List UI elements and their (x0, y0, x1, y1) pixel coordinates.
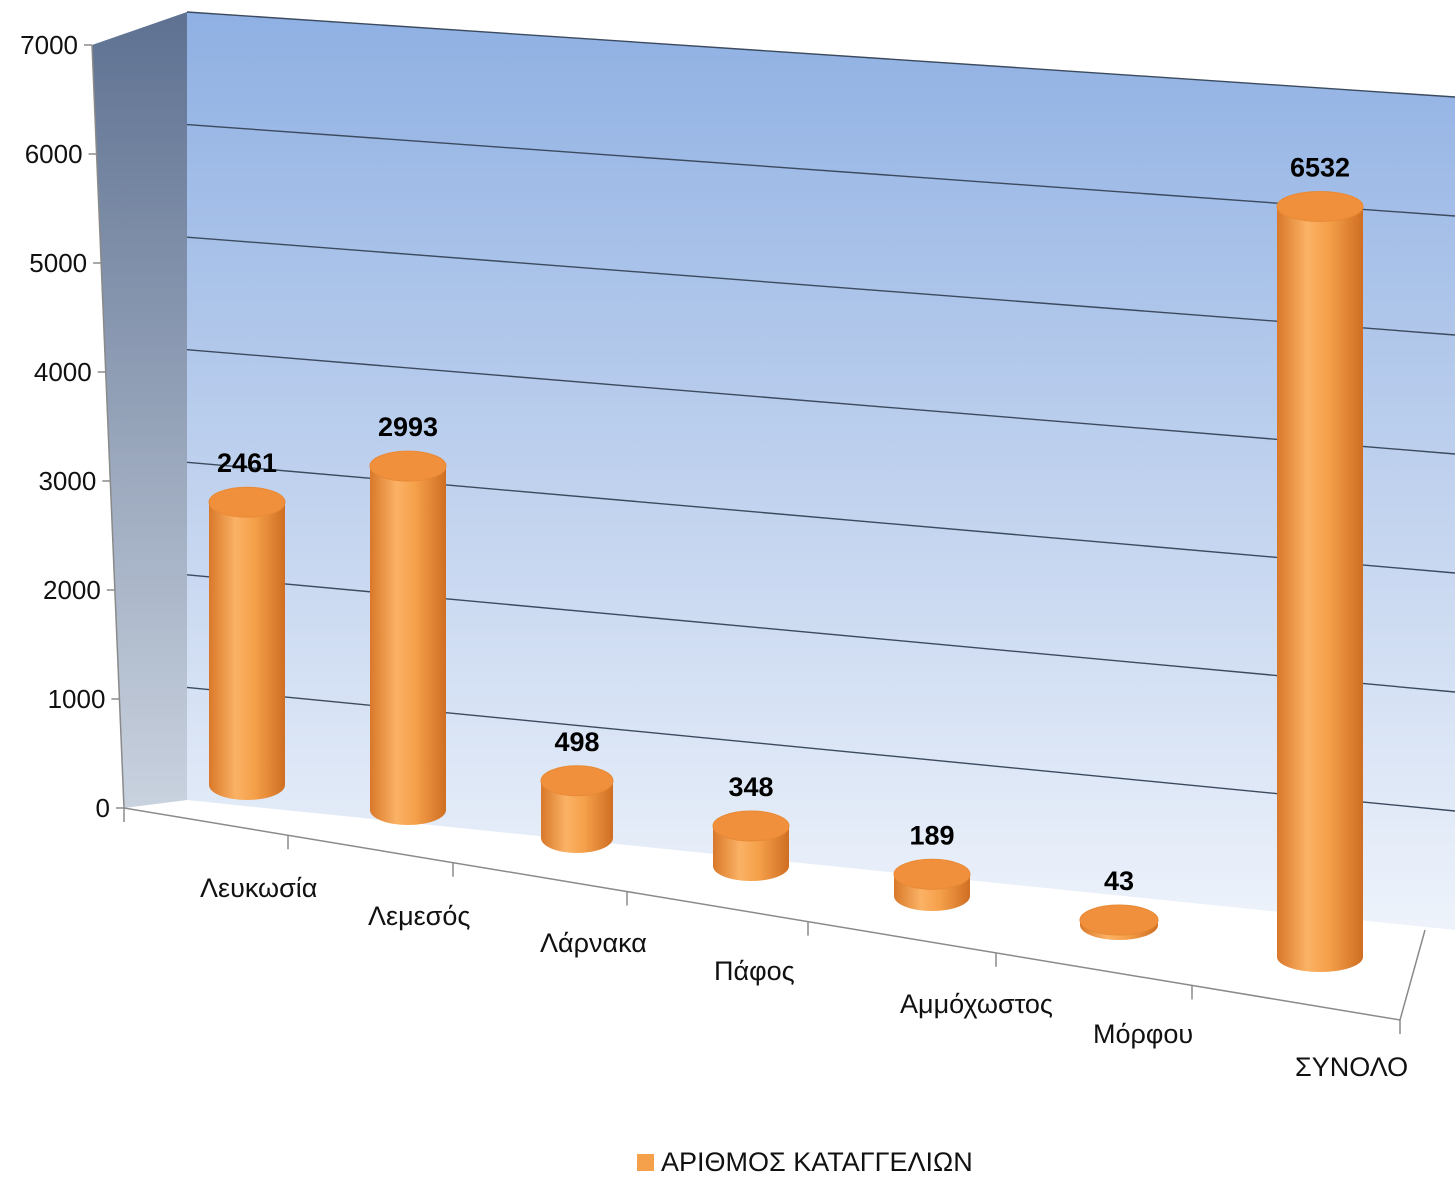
data-label: 2993 (378, 412, 438, 442)
x-axis-line (123, 807, 1401, 1021)
bar (1079, 904, 1159, 940)
gridline (186, 123, 1455, 217)
bar-body (1277, 206, 1363, 972)
data-label: 2461 (217, 448, 277, 478)
gridline (186, 11, 1455, 98)
axes (91, 44, 1426, 1034)
bar (540, 765, 614, 853)
floor-edge (1399, 929, 1426, 1021)
y-tick-label: 3000 (38, 466, 96, 496)
y-axis-ticks: 0 1000 2000 3000 4000 5000 6000 7000 (20, 30, 124, 823)
bar-body (713, 826, 789, 881)
bar-top (1079, 904, 1159, 936)
bar-body (370, 466, 446, 825)
y-tick-label: 6000 (25, 139, 83, 169)
bar (208, 486, 286, 800)
legend-swatch (637, 1154, 654, 1171)
bar-top (1276, 190, 1364, 222)
bar-top (369, 450, 447, 482)
gridline (186, 236, 1455, 336)
bar (712, 810, 790, 881)
bar (369, 450, 447, 825)
category-label: Μόρφου (1093, 1019, 1193, 1049)
y-tick-label: 7000 (20, 30, 78, 60)
data-label: 43 (1104, 866, 1134, 896)
legend-label: ΑΡΙΘΜΟΣ ΚΑΤΑΓΓΕΛΙΩΝ (661, 1147, 973, 1177)
category-label: Λάρνακα (540, 928, 647, 958)
bar-top (208, 486, 286, 518)
y-tick-label: 1000 (48, 684, 106, 714)
bars (208, 190, 1364, 972)
data-label: 348 (728, 772, 773, 802)
data-label: 189 (909, 820, 954, 850)
data-label: 498 (554, 727, 599, 757)
plot-walls (92, 12, 1455, 930)
category-label: Αμμόχωστος (900, 989, 1053, 1019)
bar (1276, 190, 1364, 972)
bar-body (541, 780, 613, 853)
y-tick-label: 5000 (29, 248, 87, 278)
y-tick-label: 4000 (34, 357, 92, 387)
bar (893, 858, 971, 911)
x-axis-labels: Λευκωσία Λεμεσός Λάρνακα Πάφος Αμμόχωστος Μόρ… (200, 873, 1408, 1082)
category-label: Πάφος (714, 956, 795, 986)
y-tick-label: 2000 (43, 575, 101, 605)
legend: ΑΡΙΘΜΟΣ ΚΑΤΑΓΓΕΛΙΩΝ (637, 1147, 973, 1177)
data-label: 6532 (1290, 152, 1350, 182)
bar-top (712, 810, 790, 842)
bar-body (209, 502, 285, 800)
back-wall (187, 12, 1455, 930)
category-label: Λεμεσός (368, 901, 470, 931)
bar-top (893, 858, 971, 890)
category-label: Λευκωσία (200, 873, 317, 903)
category-label: ΣΥΝΟΛΟ (1295, 1052, 1408, 1082)
gridline (186, 349, 1455, 455)
y-tick-label: 0 (96, 793, 110, 823)
bar-top (540, 765, 614, 797)
data-labels: 2461 2993 498 348 189 43 6532 (217, 152, 1350, 896)
y-axis-line (91, 44, 125, 809)
side-wall (92, 12, 187, 808)
